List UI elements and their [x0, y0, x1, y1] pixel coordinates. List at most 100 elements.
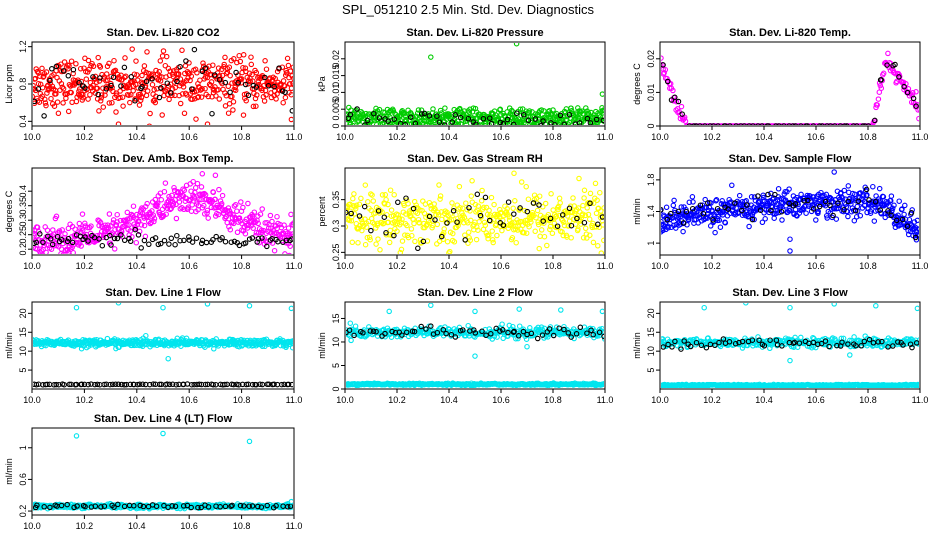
- data-point: [115, 303, 122, 306]
- data-point: [855, 198, 862, 205]
- data-point: [281, 222, 287, 228]
- data-point: [492, 112, 499, 118]
- data-point: [257, 381, 263, 388]
- data-point: [798, 123, 804, 125]
- data-point: [850, 123, 857, 125]
- data-point: [351, 332, 357, 339]
- data-point: [179, 47, 185, 54]
- data-point: [388, 107, 394, 114]
- data-point: [472, 308, 478, 315]
- data-point: [383, 196, 389, 203]
- data-point: [161, 237, 168, 244]
- data-point: [285, 381, 292, 388]
- data-point: [686, 199, 693, 206]
- data-point: [841, 206, 847, 213]
- data-point: [428, 54, 434, 60]
- data-point: [886, 202, 892, 209]
- data-point: [376, 106, 383, 113]
- data-point: [661, 206, 664, 213]
- data-point: [219, 80, 225, 87]
- data-point: [104, 77, 111, 84]
- data-point: [601, 333, 604, 340]
- data-point: [158, 240, 164, 247]
- data-point: [878, 77, 884, 83]
- data-point: [73, 61, 79, 67]
- data-point: [72, 226, 78, 232]
- data-point: [130, 203, 137, 209]
- data-point: [85, 96, 91, 102]
- data-point: [144, 88, 151, 94]
- data-point: [454, 219, 460, 225]
- data-point: [529, 209, 536, 216]
- data-point: [222, 79, 229, 86]
- y-tick-label: 0.01: [646, 84, 656, 102]
- data-point: [598, 250, 604, 254]
- data-point: [515, 333, 522, 339]
- data-point: [586, 216, 593, 222]
- data-point: [108, 82, 114, 89]
- data-point: [872, 117, 878, 124]
- data-point: [520, 328, 527, 335]
- data-point: [757, 207, 764, 213]
- data-point: [689, 194, 696, 200]
- data-point: [127, 381, 134, 388]
- data-point: [787, 207, 793, 214]
- data-point: [348, 337, 354, 344]
- data-point: [894, 214, 901, 221]
- data-point: [245, 200, 251, 207]
- data-point: [689, 205, 696, 212]
- data-point: [565, 330, 572, 336]
- data-point: [888, 212, 894, 219]
- data-point: [869, 123, 875, 125]
- data-point: [379, 209, 385, 215]
- data-point: [832, 123, 838, 125]
- data-point: [580, 202, 586, 209]
- data-point: [477, 212, 484, 219]
- data-point: [250, 225, 256, 231]
- data-point: [222, 238, 229, 245]
- y-tick-label: 0.005: [331, 98, 341, 121]
- data-point: [514, 110, 520, 116]
- data-point: [483, 261, 487, 265]
- data-point: [85, 57, 92, 64]
- data-point: [759, 123, 765, 125]
- data-point: [346, 224, 349, 230]
- data-point: [51, 103, 58, 109]
- data-point: [166, 193, 172, 200]
- data-point: [466, 205, 472, 211]
- data-point: [164, 80, 171, 86]
- data-point: [58, 80, 65, 87]
- data-point: [670, 87, 676, 94]
- data-point: [143, 78, 150, 85]
- data-point: [248, 61, 255, 68]
- data-point: [33, 98, 38, 105]
- data-point: [70, 66, 77, 73]
- x-tick-label: 11.0: [597, 261, 614, 271]
- data-point: [418, 111, 425, 117]
- data-point: [870, 183, 876, 190]
- data-point: [90, 82, 96, 89]
- data-point: [269, 218, 275, 225]
- data-point: [349, 239, 356, 246]
- data-point: [170, 68, 177, 74]
- data-point: [33, 66, 39, 72]
- data-point: [412, 238, 418, 245]
- y-tick-label: 0: [331, 386, 341, 391]
- data-point: [552, 121, 558, 125]
- data-point: [372, 225, 379, 231]
- data-point: [889, 205, 896, 212]
- data-point: [436, 182, 442, 188]
- data-point: [242, 230, 249, 237]
- data-point: [381, 214, 388, 220]
- data-point: [254, 92, 260, 98]
- x-tick-label: 11.0: [597, 395, 614, 405]
- data-point: [61, 59, 68, 65]
- data-point: [166, 241, 172, 247]
- data-point: [577, 122, 583, 125]
- data-point: [209, 110, 215, 117]
- data-point: [479, 328, 485, 335]
- data-point: [180, 186, 186, 192]
- data-point: [92, 381, 98, 388]
- data-point: [409, 328, 416, 335]
- y-tick-label: 0.4: [18, 115, 28, 128]
